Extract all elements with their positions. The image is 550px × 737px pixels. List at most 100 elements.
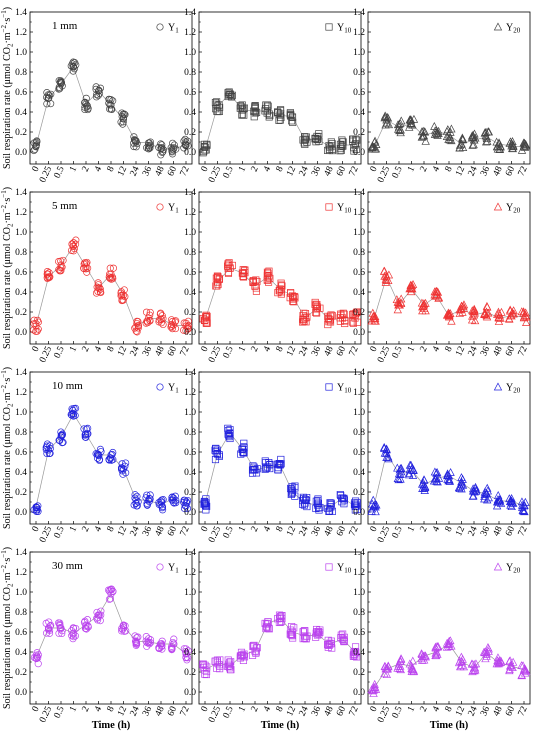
data-point <box>482 648 491 657</box>
data-point-group <box>324 311 336 329</box>
x-tick-label: 1 <box>237 165 248 174</box>
x-axis-title: Time (h) <box>92 720 131 731</box>
data-point <box>251 282 259 290</box>
replicate-marker <box>265 624 273 632</box>
data-point-group <box>155 309 167 329</box>
data-point <box>369 142 379 151</box>
row-label: 30 mm <box>52 560 83 572</box>
replicate-marker <box>277 279 285 287</box>
data-point-group <box>261 457 274 473</box>
x-tick-label: 72 <box>517 165 530 178</box>
data-point <box>263 620 272 628</box>
data-point-group <box>155 637 166 653</box>
replicate-marker <box>131 494 139 502</box>
data-point <box>494 139 504 148</box>
x-tick-label: 1 <box>237 345 248 354</box>
replicate-marker <box>82 425 90 433</box>
replicate-marker <box>180 645 188 653</box>
replicate-marker <box>370 316 379 325</box>
data-point <box>119 291 128 299</box>
replicate-marker <box>482 134 492 143</box>
data-point-group <box>237 439 248 458</box>
x-tick-label: 72 <box>517 525 530 538</box>
legend-marker <box>156 563 164 571</box>
replicate-marker <box>46 629 54 637</box>
y-tick-label: 0.0 <box>184 688 196 698</box>
replicate-marker <box>340 500 348 508</box>
y-tick-label: 0.8 <box>15 248 27 258</box>
x-tick-label: 12 <box>454 705 467 718</box>
data-point <box>44 446 53 454</box>
data-point <box>419 300 429 309</box>
data-point <box>144 638 153 646</box>
y-tick-label: 1.2 <box>353 208 365 218</box>
replicate-marker <box>418 479 427 488</box>
data-point <box>182 141 190 149</box>
replicate-marker <box>81 105 89 114</box>
replicate-marker <box>109 264 117 272</box>
panel-r4-c1: 0.00.20.40.60.81.01.21.400.250.5 1 2 4 8 12 24… <box>15 548 193 724</box>
data-point <box>157 501 165 509</box>
replicate-marker <box>337 633 345 642</box>
data-point-group <box>480 127 494 146</box>
x-tick-label: 2 <box>81 165 92 174</box>
data-point <box>351 141 359 149</box>
replicate-marker <box>94 614 102 622</box>
y-tick-label: 0.6 <box>353 88 365 98</box>
replicate-marker <box>434 129 443 138</box>
y-tick-label: 1.4 <box>184 8 196 18</box>
legend-label: Y10 <box>337 203 352 215</box>
data-point-group <box>349 643 361 661</box>
panel-r3-c1: 0.00.20.40.60.81.01.21.400.250.5 1 2 4 8 12 24… <box>15 368 193 544</box>
replicate-marker <box>182 653 190 661</box>
data-point <box>482 489 491 498</box>
replicate-marker <box>484 644 493 653</box>
data-point <box>82 430 90 438</box>
data-point-group <box>80 424 92 441</box>
x-axis-labels: Time (h) Time (h) Time (h) <box>92 720 469 731</box>
x-tick-label: 0 <box>369 165 380 174</box>
replicate-marker <box>169 638 177 647</box>
data-point-group <box>67 404 80 420</box>
data-point <box>351 502 359 510</box>
data-point <box>432 647 441 656</box>
replicate-marker <box>105 99 113 107</box>
data-point <box>338 494 347 502</box>
data-point-group <box>455 133 468 152</box>
replicate-marker <box>240 111 248 119</box>
x-tick-label: 48 <box>323 525 336 538</box>
replicate-marker <box>505 139 514 147</box>
replicate-marker <box>519 307 528 316</box>
data-point <box>263 463 272 471</box>
data-point <box>32 654 40 662</box>
replicate-marker <box>468 140 477 149</box>
x-tick-label: 24 <box>467 165 480 178</box>
data-point <box>201 500 209 508</box>
data-point-group <box>418 475 430 494</box>
x-tick-label: 0 <box>200 345 211 354</box>
replicate-marker <box>203 502 211 510</box>
replicate-marker <box>420 486 429 494</box>
replicate-marker <box>216 665 224 673</box>
x-tick-label: 72 <box>348 525 361 538</box>
replicate-marker <box>47 90 55 98</box>
replicate-marker <box>131 491 139 499</box>
y-tick-label: 0.0 <box>353 328 365 338</box>
x-tick-label: 60 <box>504 345 517 358</box>
y-tick-label: 0.8 <box>184 608 196 618</box>
data-point <box>482 307 491 316</box>
data-point <box>351 314 359 322</box>
data-point-group <box>274 279 286 298</box>
y-tick-label: 1.0 <box>184 48 196 58</box>
replicate-marker <box>507 494 516 502</box>
data-point-group <box>380 111 394 129</box>
x-tick-label: 48 <box>154 165 167 178</box>
plot-frame <box>367 11 531 165</box>
replicate-marker <box>70 624 78 632</box>
replicate-marker <box>55 629 63 637</box>
data-point-group <box>454 473 468 493</box>
data-point-group <box>392 294 406 314</box>
replicate-marker <box>201 661 209 669</box>
legend-marker <box>493 562 503 571</box>
replicate-marker <box>457 473 466 481</box>
